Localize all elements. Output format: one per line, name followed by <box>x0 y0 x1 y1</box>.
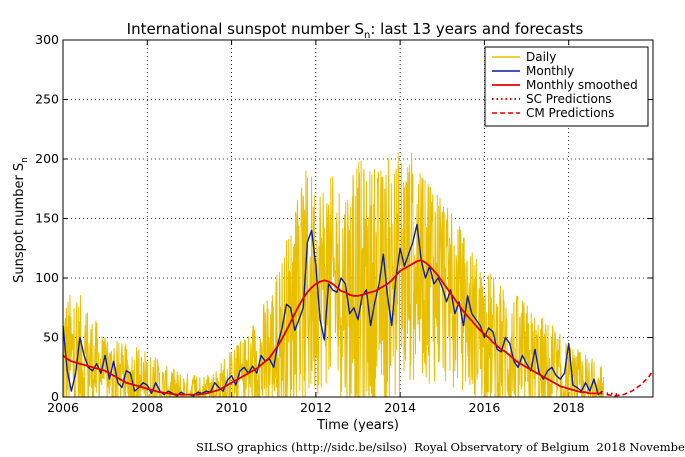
x-tick-label: 2012 <box>300 400 332 415</box>
legend-label-monthly: Monthly <box>526 64 574 78</box>
x-tick-label: 2014 <box>384 400 416 415</box>
legend-label-smoothed: Monthly smoothed <box>526 78 638 92</box>
y-tick-label: 100 <box>35 270 59 285</box>
y-axis-label: Sunspot number Sn <box>12 157 30 283</box>
series-layer <box>62 152 654 398</box>
x-tick-label: 2006 <box>47 400 79 415</box>
x-tick-label: 2018 <box>553 400 585 415</box>
y-tick-label: 250 <box>35 92 59 107</box>
y-axis-label-main: Sunspot number S <box>12 163 27 283</box>
y-tick-label: 0 <box>51 389 59 404</box>
x-tick-label: 2010 <box>216 400 248 415</box>
x-tick-label: 2008 <box>131 400 163 415</box>
legend-label-daily: Daily <box>526 50 556 64</box>
x-axis-label: Time (years) <box>316 418 399 433</box>
legend: Daily Monthly Monthly smoothed SC Predic… <box>484 46 649 127</box>
y-tick-label: 50 <box>43 330 59 345</box>
y-tick-label: 200 <box>35 151 59 166</box>
series-daily-line <box>62 152 605 398</box>
tick-labels: 2006 2008 2010 2012 2014 2016 2018 0 50 100 150 200… <box>35 32 585 415</box>
y-tick-label: 300 <box>35 32 59 47</box>
series-sc-predictions-line <box>606 392 620 396</box>
plot-frame <box>62 39 654 398</box>
chart-title-suffix: : last 13 years and forecasts <box>370 20 583 38</box>
chart-title: International sunspot number Sn: last 13… <box>127 20 584 41</box>
chart-title-subscript: n <box>364 30 370 41</box>
series-cm-predictions-line <box>606 370 654 397</box>
y-axis-label-subscript: n <box>20 157 30 163</box>
x-tick-label: 2016 <box>469 400 501 415</box>
y-tick-label: 150 <box>35 211 59 226</box>
series-smoothed-line <box>62 259 603 396</box>
chart-title-main: International sunspot number S <box>127 20 364 38</box>
footer-credit: SILSO graphics (http://sidc.be/silso) Ro… <box>196 440 685 454</box>
sunspot-chart: International sunspot number Sn: last 13… <box>12 20 654 433</box>
legend-label-cm: CM Predictions <box>526 106 614 120</box>
legend-label-sc: SC Predictions <box>526 92 612 106</box>
